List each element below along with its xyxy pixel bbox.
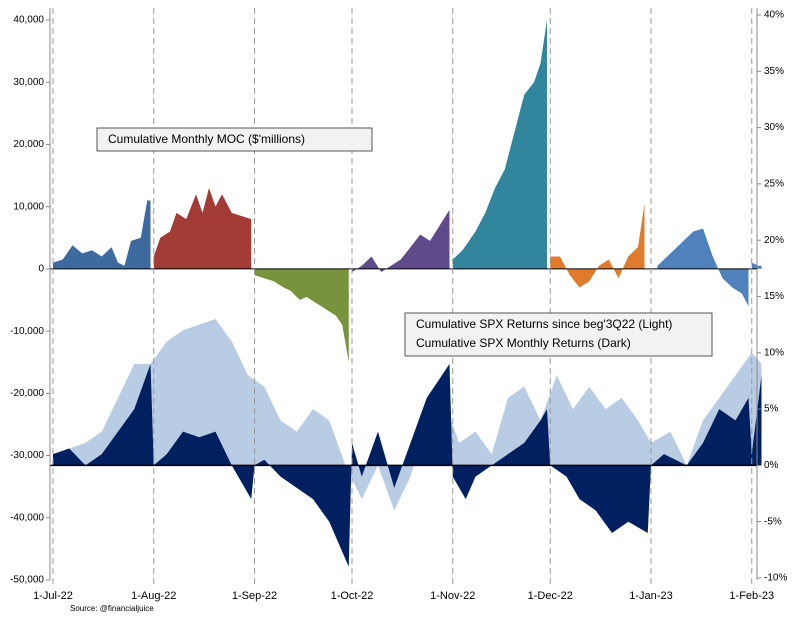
area <box>452 20 547 269</box>
moc-label-box: Cumulative Monthly MOC ($'millions) <box>96 127 373 152</box>
y2-tick-label: 0% <box>764 460 779 471</box>
x-tick-label: 1-Sep-22 <box>232 590 277 602</box>
area <box>352 209 450 272</box>
area <box>153 188 252 269</box>
x-tick-label: 1-Jul-22 <box>33 590 73 602</box>
y-tick-label: -40,000 <box>10 512 44 523</box>
y2-tick-label: -5% <box>764 516 782 527</box>
legend-entry: Cumulative SPX Returns since beg'3Q22 (L… <box>416 317 672 331</box>
spx-label-box: Cumulative SPX Returns since beg'3Q22 (L… <box>404 312 713 357</box>
y-tick-label: 30,000 <box>13 77 44 88</box>
y-tick-label: 10,000 <box>13 201 44 212</box>
x-tick-label: 1-Feb-23 <box>729 590 774 602</box>
y2-tick-label: -10% <box>764 573 787 584</box>
x-tick-label: 1-Oct-22 <box>331 590 374 602</box>
y-tick-label: -30,000 <box>10 450 44 461</box>
y-tick-label: -50,000 <box>10 575 44 586</box>
label-box <box>404 312 713 357</box>
area <box>657 228 749 307</box>
y-tick-label: 40,000 <box>13 15 44 26</box>
y2-tick-label: 30% <box>764 122 784 133</box>
x-tick-label: 1-Aug-22 <box>131 590 176 602</box>
y2-tick-label: 15% <box>764 291 784 302</box>
plot: 1-Jul-22 1-Aug-22 1-Sep-22 1-Oct-22 1-Nov-22… <box>10 8 787 602</box>
y-tick-label: -10,000 <box>10 326 44 337</box>
area <box>550 203 645 288</box>
x-tick-label: 1-Nov-22 <box>430 590 475 602</box>
area <box>53 200 151 269</box>
area <box>254 268 349 363</box>
y2-tick-label: 35% <box>764 66 784 77</box>
label-box <box>96 127 373 152</box>
annotation: Cumulative Monthly MOC ($'millions) <box>108 132 305 146</box>
x-tick-label: 1-Jan-23 <box>629 590 672 602</box>
y2-tick-label: 20% <box>764 235 784 246</box>
y-tick-label: -20,000 <box>10 388 44 399</box>
y-tick-label: 0 <box>38 264 44 275</box>
y2-tick-label: 40% <box>764 10 784 21</box>
x-tick-label: 1-Dec-22 <box>528 590 573 602</box>
y-tick-label: 20,000 <box>13 139 44 150</box>
legend-entry: Cumulative SPX Monthly Returns (Dark) <box>416 336 631 350</box>
y2-tick-label: 10% <box>764 347 784 358</box>
source: Source: @financialjuice <box>70 604 154 613</box>
y2-tick-label: 5% <box>764 404 779 415</box>
y2-tick-label: 25% <box>764 179 784 190</box>
